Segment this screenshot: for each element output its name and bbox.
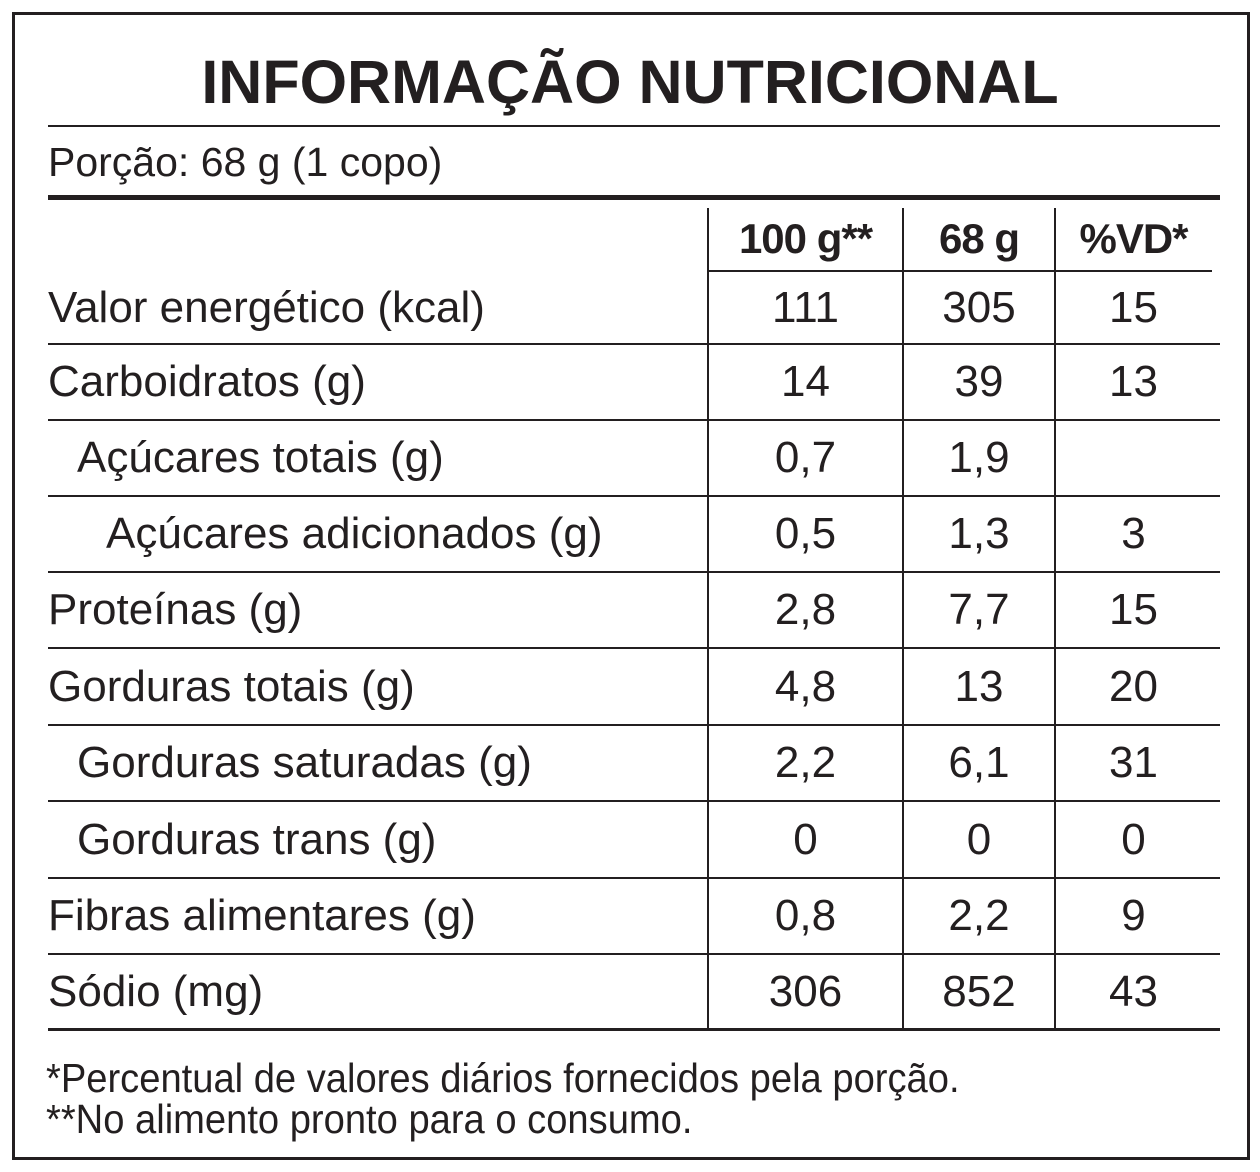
nutrient-value: 3 — [1121, 509, 1146, 558]
nutrient-value: 13 — [954, 662, 1004, 711]
nutrient-name: Proteínas (g) — [48, 585, 303, 634]
row-divider — [48, 343, 1220, 345]
nutrient-value: 306 — [768, 967, 843, 1016]
row-divider — [48, 571, 1220, 573]
divider — [48, 1028, 1220, 1031]
nutrient-value: 15 — [1109, 283, 1158, 332]
nutrient-value: 4,8 — [774, 662, 837, 711]
column-line — [707, 208, 709, 1030]
nutrient-value: 0,8 — [774, 891, 837, 940]
nutrient-value: 0 — [793, 815, 818, 864]
nutrient-value: 111 — [772, 283, 839, 332]
nutrient-value: 305 — [942, 283, 1016, 332]
nutrient-value: 2,2 — [774, 738, 837, 787]
nutrient-name: Gorduras saturadas (g) — [77, 738, 532, 787]
row-divider — [48, 647, 1220, 649]
nutrient-value: 0,5 — [774, 509, 837, 558]
column-header: 100 g** — [738, 215, 873, 262]
nutrient-name: Açúcares adicionados (g) — [106, 509, 603, 558]
nutrient-value: 14 — [781, 357, 830, 406]
nutrient-name: Valor energético (kcal) — [48, 283, 485, 332]
column-header: 68 g — [938, 215, 1020, 262]
divider — [48, 125, 1220, 127]
nutrient-name: Carboidratos (g) — [48, 357, 366, 406]
row-divider — [48, 419, 1220, 421]
nutrient-name: Sódio (mg) — [48, 967, 264, 1016]
nutrient-value: 0 — [966, 815, 992, 864]
divider — [48, 195, 1220, 200]
row-divider — [48, 800, 1220, 802]
column-line — [902, 208, 904, 1030]
nutrient-value: 1,3 — [948, 509, 1010, 558]
nutrient-name: Gorduras trans (g) — [77, 815, 437, 864]
nutrient-value: 852 — [942, 967, 1016, 1016]
nutrient-value: 2,2 — [948, 891, 1010, 940]
nutrient-value: 0,7 — [774, 433, 837, 482]
nutrient-value: 20 — [1109, 662, 1158, 711]
title: INFORMAÇÃO NUTRICIONAL — [201, 48, 1059, 116]
row-divider — [48, 877, 1220, 879]
nutrient-name: Açúcares totais (g) — [77, 433, 444, 482]
column-line — [1054, 208, 1056, 1030]
serving: Porção: 68 g (1 copo) — [48, 139, 443, 185]
nutrient-value: 0 — [1121, 815, 1146, 864]
nutrient-value: 9 — [1121, 891, 1146, 940]
nutrient-value: 7,7 — [948, 585, 1010, 634]
nutrient-name: Gorduras totais (g) — [48, 662, 415, 711]
nutrient-value: 43 — [1109, 967, 1158, 1016]
row-divider — [48, 953, 1220, 955]
nutrient-name: Fibras alimentares (g) — [48, 891, 476, 940]
row-divider — [48, 724, 1220, 726]
nutrient-value: 6,1 — [948, 738, 1010, 787]
nutrient-value: 39 — [954, 357, 1004, 406]
nutrient-value: 13 — [1109, 357, 1158, 406]
column-header: %VD* — [1079, 215, 1188, 262]
nutrient-value: 31 — [1109, 738, 1158, 787]
footnote: *Percentual de valores diários fornecido… — [46, 1055, 960, 1101]
row-divider — [48, 495, 1220, 497]
divider — [708, 270, 1212, 272]
nutrient-value: 2,8 — [774, 585, 837, 634]
footnote: **No alimento pronto para o consumo. — [46, 1096, 693, 1142]
nutrient-value: 1,9 — [948, 433, 1010, 482]
nutrient-value: 15 — [1109, 585, 1158, 634]
label-border — [12, 12, 1250, 1160]
